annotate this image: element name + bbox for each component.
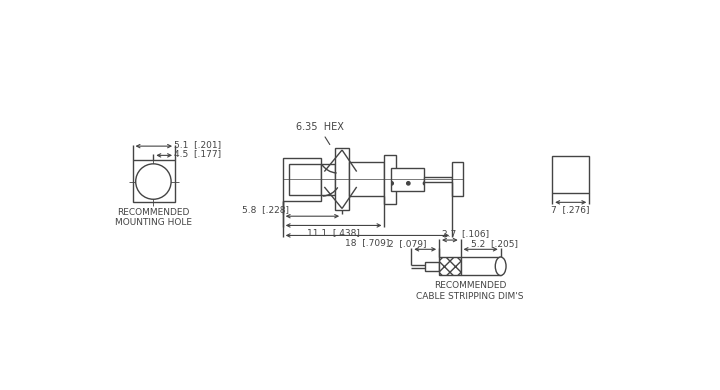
Bar	[289, 164, 321, 195]
Bar	[552, 156, 589, 193]
Bar	[439, 257, 461, 275]
Text: RECOMMENDED
MOUNTING HOLE: RECOMMENDED MOUNTING HOLE	[115, 208, 192, 227]
Bar	[390, 168, 425, 191]
Text: 4.5  [.177]: 4.5 [.177]	[174, 149, 222, 158]
Bar	[425, 177, 452, 182]
Circle shape	[135, 164, 171, 199]
Text: RECOMMENDED
CABLE STRIPPING DIM'S: RECOMMENDED CABLE STRIPPING DIM'S	[416, 281, 523, 301]
Bar	[452, 162, 463, 196]
Text: 11.1  [.438]: 11.1 [.438]	[307, 228, 360, 237]
Ellipse shape	[495, 257, 506, 275]
Bar	[283, 158, 321, 201]
Bar	[321, 164, 335, 195]
Text: 6.35  HEX: 6.35 HEX	[296, 122, 343, 132]
Text: 18  [.709]: 18 [.709]	[346, 238, 390, 247]
Bar	[132, 160, 175, 202]
Bar	[335, 149, 349, 210]
Bar	[384, 154, 396, 204]
Text: 2.7  [.106]: 2.7 [.106]	[441, 229, 489, 238]
Text: 5.1  [.201]: 5.1 [.201]	[174, 140, 222, 149]
Bar	[500, 257, 501, 275]
Bar	[349, 162, 384, 196]
Text: 5.2  [.205]: 5.2 [.205]	[471, 239, 518, 248]
Bar	[426, 262, 439, 271]
Bar	[461, 257, 500, 275]
Text: 5.8  [.228]: 5.8 [.228]	[243, 206, 289, 214]
Text: 7  [.276]: 7 [.276]	[552, 205, 590, 214]
Text: 2  [.079]: 2 [.079]	[388, 239, 427, 248]
